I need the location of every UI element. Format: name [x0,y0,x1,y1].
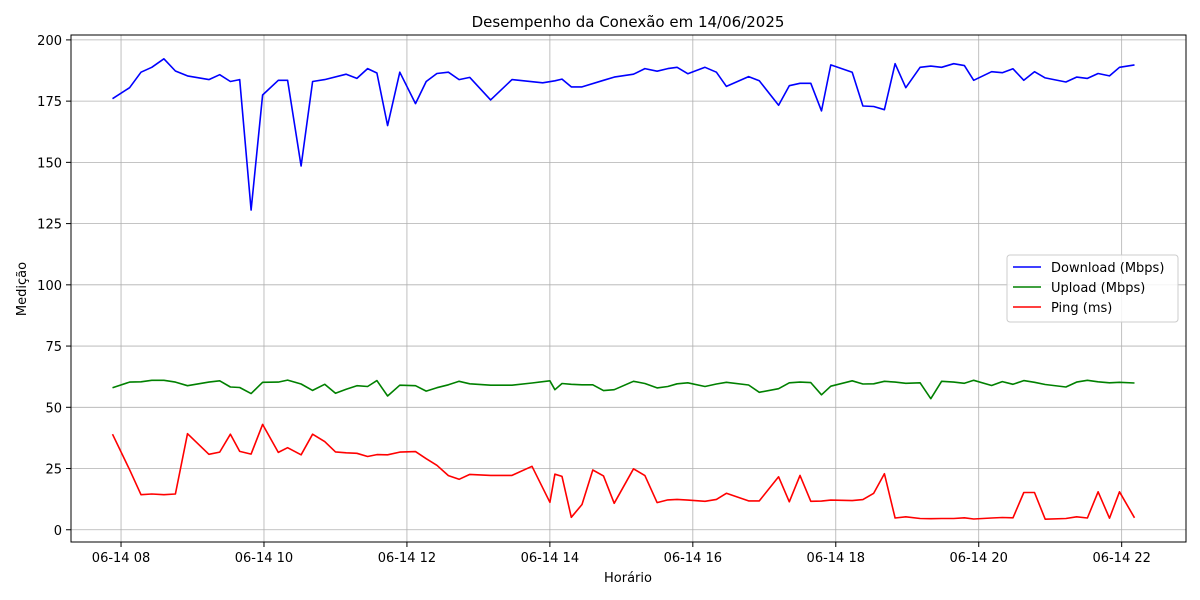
y-tick-label: 100 [37,279,62,294]
y-tick-label: 175 [37,95,62,110]
legend-label-upload: Upload (Mbps) [1051,281,1145,296]
plot-area-frame [70,34,1187,543]
y-tick-label: 0 [54,524,62,539]
x-tick-label: 06-14 10 [235,551,293,566]
y-tick-label: 50 [45,401,62,416]
chart-title: Desempenho da Conexão em 14/06/2025 [472,13,785,31]
legend-label-ping: Ping (ms) [1051,301,1112,316]
series-lines [111,57,1136,521]
series-line-download [112,57,1135,211]
axis-ticks: 06-14 08 06-14 10 06-14 12 06-14 14 06-14 16… [37,34,1151,566]
legend-label-download: Download (Mbps) [1051,261,1164,276]
x-tick-label: 06-14 14 [521,551,579,566]
series-line-upload [112,379,1135,400]
x-tick-label: 06-14 18 [807,551,865,566]
legend-box [1006,254,1179,323]
grid-lines [71,35,1186,542]
x-axis-label: Horário [604,571,652,586]
y-axis-label: Medição [15,262,30,316]
y-tick-label: 25 [45,463,62,478]
legend: Download (Mbps) Upload (Mbps) Ping (ms) [1006,254,1179,323]
y-tick-label: 75 [45,340,62,355]
x-tick-label: 06-14 08 [92,551,150,566]
y-tick-label: 150 [37,156,62,171]
x-tick-label: 06-14 22 [1092,551,1150,566]
x-tick-label: 06-14 20 [949,551,1007,566]
x-tick-label: 06-14 16 [664,551,722,566]
series-line-ping [111,423,1136,521]
y-tick-label: 200 [37,34,62,49]
x-tick-label: 06-14 12 [378,551,436,566]
y-tick-label: 125 [37,218,62,233]
